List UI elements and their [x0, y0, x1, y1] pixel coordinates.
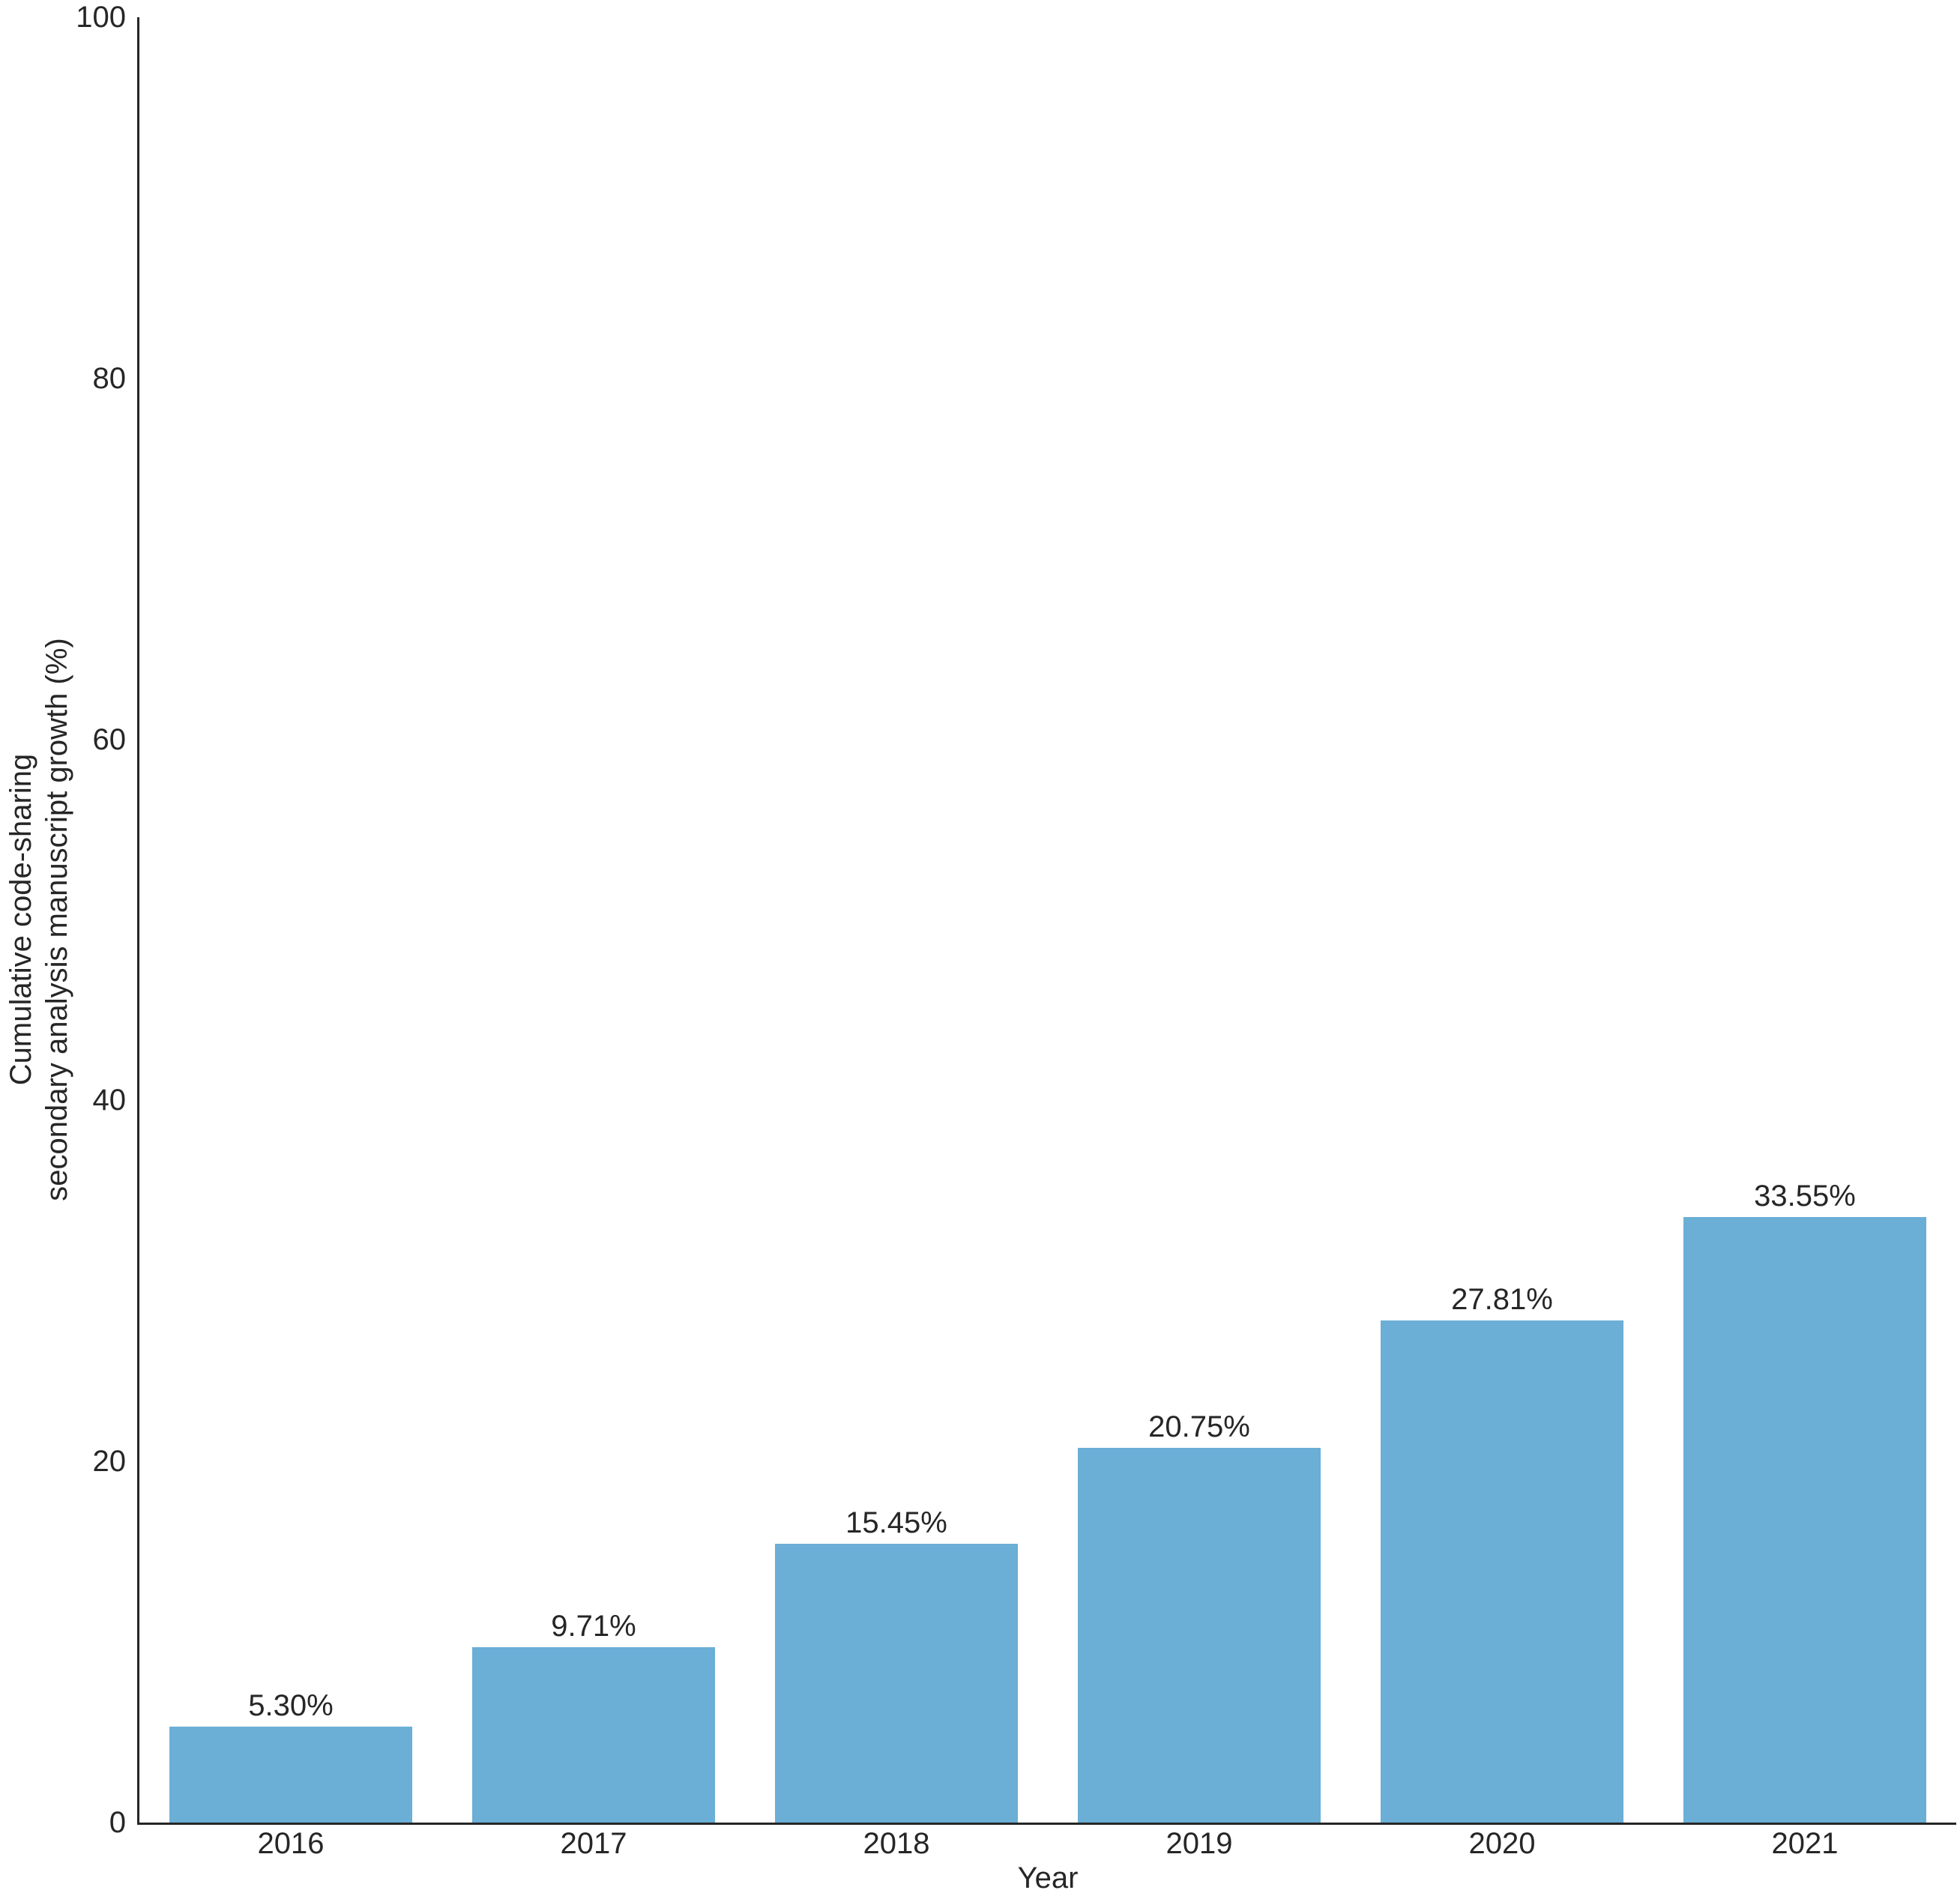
y-axis-spine: [137, 17, 139, 1825]
bar-value-label-2021: 33.55%: [1754, 1179, 1856, 1213]
bar-2019: [1078, 1448, 1321, 1823]
y-tick-label-0: 0: [109, 1806, 126, 1839]
x-axis-spine: [137, 1823, 1956, 1825]
x-axis-title: Year: [1017, 1862, 1079, 1895]
y-tick-label-60: 60: [92, 722, 127, 756]
bar-2017: [472, 1647, 715, 1823]
bar-value-label-2020: 27.81%: [1451, 1283, 1553, 1317]
bar-value-label-2017: 9.71%: [551, 1610, 636, 1643]
bar-2021: [1683, 1216, 1926, 1823]
bar-2020: [1381, 1320, 1623, 1823]
bar-value-label-2018: 15.45%: [845, 1506, 947, 1539]
x-tick-label-2021: 2021: [1771, 1827, 1839, 1860]
bar-2016: [169, 1727, 412, 1823]
bar-value-label-2019: 20.75%: [1148, 1410, 1250, 1444]
x-tick-label-2020: 2020: [1468, 1827, 1536, 1860]
y-tick-label-40: 40: [92, 1084, 127, 1117]
x-tick-label-2016: 2016: [257, 1827, 325, 1860]
y-tick-label-80: 80: [92, 361, 127, 395]
y-tick-label-20: 20: [92, 1445, 127, 1479]
x-tick-label-2018: 2018: [863, 1827, 930, 1860]
x-tick-label-2017: 2017: [560, 1827, 627, 1860]
bar-value-label-2016: 5.30%: [248, 1689, 334, 1723]
bar-2018: [775, 1543, 1018, 1823]
y-tick-label-100: 100: [76, 1, 126, 34]
x-tick-label-2019: 2019: [1166, 1827, 1233, 1860]
